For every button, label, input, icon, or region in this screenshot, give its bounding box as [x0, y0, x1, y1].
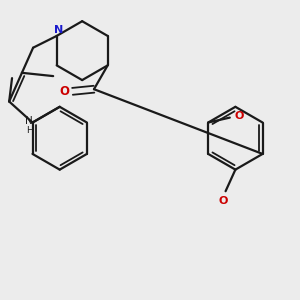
Text: N: N [25, 116, 32, 126]
Text: O: O [219, 196, 228, 206]
Text: H: H [26, 126, 33, 135]
Text: N: N [54, 25, 63, 35]
Text: O: O [60, 85, 70, 98]
Text: O: O [235, 111, 244, 121]
